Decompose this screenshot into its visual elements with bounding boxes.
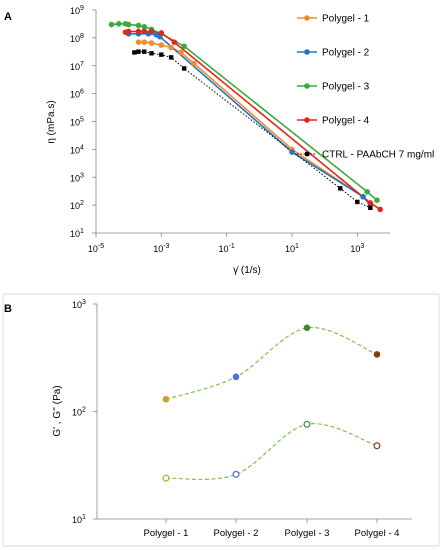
chart-b-category-label: Polygel - 1 <box>144 528 189 539</box>
chart-a-series-line-5 <box>134 52 370 208</box>
chart-a-y-tick-label: 109 <box>70 5 84 16</box>
chart-a-point <box>126 29 132 35</box>
chart-a-point <box>368 206 372 210</box>
chart-a-x-tick-label: 10-1 <box>219 243 235 254</box>
chart-a-point <box>172 39 178 45</box>
chart-b-point-open <box>304 421 310 427</box>
chart-a-point <box>132 50 136 54</box>
chart-a-y-tick-label: 101 <box>70 228 84 239</box>
chart-a-point <box>109 22 115 28</box>
chart-b-connector-2 <box>166 424 377 480</box>
legend-label: Polygel - 2 <box>322 48 370 59</box>
chart-a-x-tick-label: 103 <box>350 243 364 254</box>
chart-b-point-open <box>163 475 169 481</box>
chart-a-point <box>136 29 142 35</box>
chart-a-y-tick-label: 105 <box>70 117 84 128</box>
legend-marker <box>305 152 309 156</box>
chart-b-y-tick-label: 101 <box>72 514 86 525</box>
chart-a-point <box>374 197 380 203</box>
chart-a-point <box>116 21 122 27</box>
chart-a-y-tick-label: 108 <box>70 33 84 44</box>
chart-a-point <box>364 189 370 195</box>
chart-b-y-tick-label: 103 <box>72 299 86 310</box>
chart-b-category-label: Polygel - 2 <box>214 528 259 539</box>
chart-a-point <box>136 23 142 29</box>
chart-a-point <box>289 149 295 155</box>
chart-a-tick-labels: 10-5 10-3 10-1 101 103 101 102 103 104 105 106 107 1… <box>70 5 364 254</box>
chart-a-point <box>159 30 165 36</box>
chart-a-x-tick-label: 10-5 <box>88 243 104 254</box>
chart-a-y-tick-label: 102 <box>70 200 84 211</box>
legend-label: CTRL - PAAbCH 7 mg/ml <box>322 150 434 161</box>
legend-marker <box>304 49 310 55</box>
chart-a-point <box>377 207 383 213</box>
chart-a-y-axis-label: η (mPa.s) <box>46 100 57 143</box>
chart-b-point-filled <box>374 351 381 358</box>
legend-entry-4: Polygel - 4 <box>297 116 370 127</box>
chart-a-point <box>149 29 155 35</box>
chart-a-y-tick-label: 106 <box>70 89 84 100</box>
chart-a-x-axis-label: γ̇ (1/s) <box>233 265 261 276</box>
legend-entry-1: Polygel - 1 <box>297 14 370 25</box>
chart-a-legend: Polygel - 1 Polygel - 2 Polygel - 3 Polygel… <box>297 14 434 161</box>
chart-b-tick-labels: 101 102 103 <box>72 299 97 525</box>
chart-a-y-tick-label: 104 <box>70 144 84 155</box>
chart-a-point <box>355 200 359 204</box>
chart-a-point <box>141 29 147 35</box>
chart-b-y-axis-label: G' , G'' (Pa) <box>52 385 63 436</box>
chart-b-point-open <box>374 443 380 449</box>
legend-entry-2: Polygel - 2 <box>297 48 370 59</box>
legend-label: Polygel - 1 <box>322 14 370 25</box>
chart-b-category-labels: Polygel - 1 Polygel - 2 Polygel - 3 Polygel… <box>144 519 400 539</box>
chart-a-y-tick-label: 103 <box>70 172 84 183</box>
chart-a-x-tick-label: 10-3 <box>153 243 169 254</box>
chart-b-data-points <box>163 325 381 481</box>
chart-a-y-tick-label: 107 <box>70 61 84 72</box>
chart-b-y-tick-label: 102 <box>72 407 86 418</box>
chart-a-point <box>141 39 147 45</box>
chart-b-point-filled <box>233 374 240 381</box>
legend-marker <box>304 83 310 89</box>
chart-b-connector-lines <box>166 327 377 479</box>
chart-a-point <box>181 43 187 49</box>
chart-a-point <box>149 51 153 55</box>
chart-b-connector-1 <box>166 327 377 399</box>
chart-a-point <box>178 50 184 56</box>
chart-b-point-open <box>233 471 239 477</box>
chart-a-point <box>191 61 197 67</box>
chart-a-point <box>169 55 173 59</box>
chart-a-point <box>182 66 186 70</box>
chart-a-point <box>368 200 374 206</box>
chart-b-frame <box>3 294 439 546</box>
chart-a-point <box>136 49 140 53</box>
chart-a-point <box>338 186 342 190</box>
legend-entry-3: Polygel - 3 <box>297 82 370 93</box>
chart-b-point-filled <box>163 396 170 403</box>
legend-marker <box>304 15 310 21</box>
chart-a-point <box>126 22 132 28</box>
legend-label: Polygel - 4 <box>322 116 370 127</box>
legend-label: Polygel - 3 <box>322 82 370 93</box>
chart-a-point <box>159 42 165 48</box>
chart-b-category-label: Polygel - 4 <box>355 528 400 539</box>
chart-b-axes <box>97 304 412 519</box>
chart-b-point-filled <box>304 325 311 332</box>
panel-a-letter: A <box>4 11 12 23</box>
chart-b-category-label: Polygel - 3 <box>285 528 330 539</box>
chart-a-point <box>142 49 146 53</box>
chart-a-point <box>168 45 174 51</box>
chart-a-x-tick-label: 101 <box>285 243 299 254</box>
chart-a-point <box>159 52 163 56</box>
legend-marker <box>304 117 310 123</box>
chart-a-point <box>360 194 366 200</box>
chart-a-point <box>136 39 142 45</box>
panel-b-letter: B <box>4 303 12 315</box>
chart-a-point <box>149 40 155 46</box>
